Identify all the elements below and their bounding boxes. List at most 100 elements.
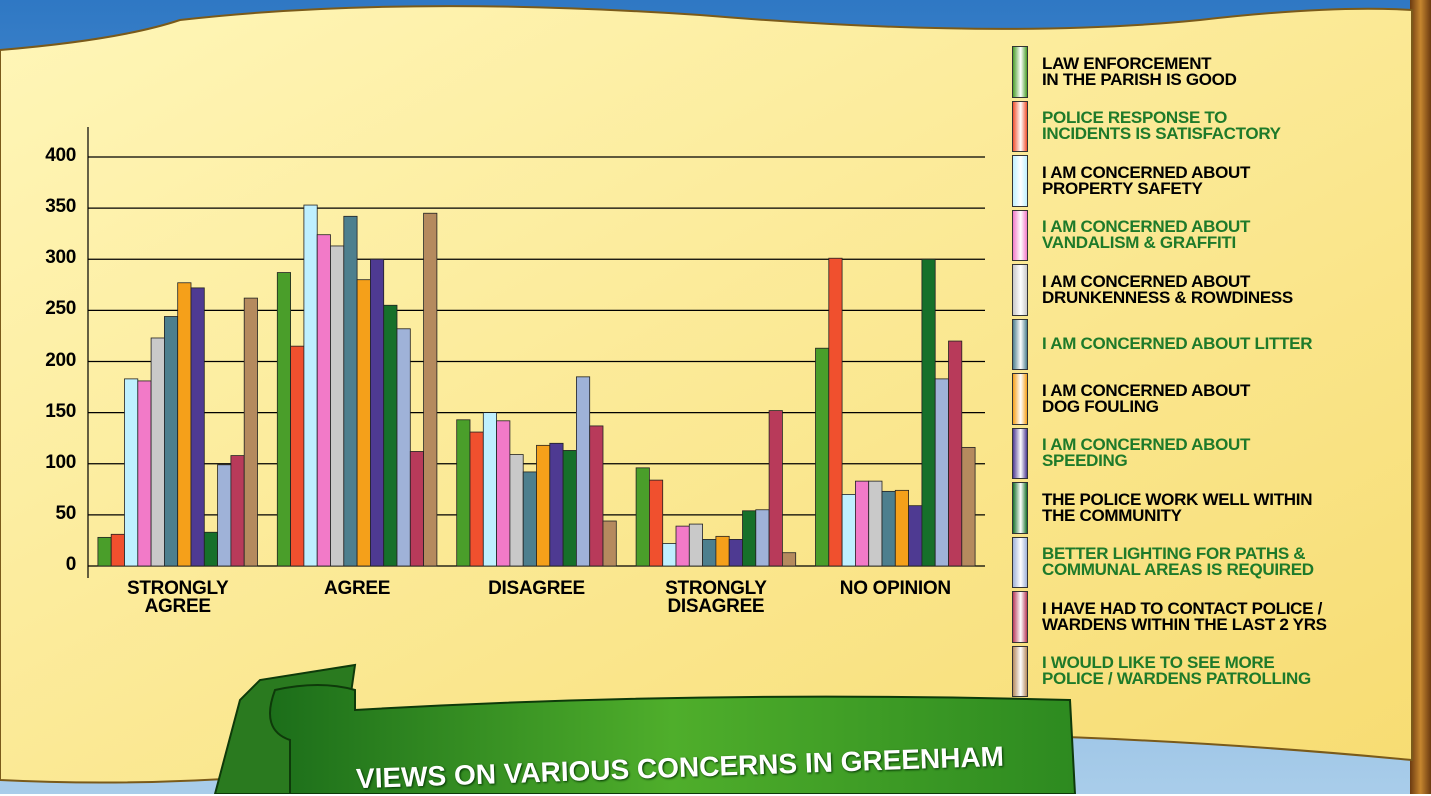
y-tick-label: 250 <box>45 298 76 320</box>
legend-swatch <box>1012 591 1028 643</box>
y-tick-label: 150 <box>45 400 76 422</box>
bar <box>649 479 664 567</box>
bar <box>243 297 258 567</box>
bar <box>496 420 511 567</box>
x-tick-label: NO OPINION <box>839 578 951 599</box>
bar <box>482 412 497 567</box>
legend-label: BETTER LIGHTING FOR PATHS & COMMUNAL ARE… <box>1042 544 1314 580</box>
bar <box>662 543 677 567</box>
legend-label: THE POLICE WORK WELL WITHIN THE COMMUNIT… <box>1042 489 1313 525</box>
bar <box>881 490 896 567</box>
bar <box>934 378 949 567</box>
bar <box>469 431 484 567</box>
bar <box>343 215 358 567</box>
bar <box>163 316 179 567</box>
legend-label: I AM CONCERNED ABOUT DOG FOULING <box>1042 380 1251 416</box>
y-tick-label: 350 <box>45 196 76 218</box>
legend-label: POLICE RESPONSE TO INCIDENTS IS SATISFAC… <box>1042 108 1281 144</box>
bar <box>423 212 438 567</box>
y-tick-label: 100 <box>45 451 76 473</box>
bar <box>190 287 205 567</box>
bar <box>549 442 564 567</box>
bar <box>203 531 219 567</box>
bar <box>230 455 245 567</box>
bar <box>383 304 398 567</box>
bar <box>815 347 830 567</box>
bar <box>150 337 165 567</box>
legend-swatch <box>1012 46 1028 98</box>
bar <box>782 552 797 567</box>
bar <box>828 257 843 567</box>
legend-label: I AM CONCERNED ABOUT SPEEDING <box>1042 435 1251 471</box>
x-tick-label: DISAGREE <box>488 578 585 599</box>
bar <box>868 480 883 567</box>
bar <box>97 536 112 567</box>
legend-label: I AM CONCERNED ABOUT PROPERTY SAFETY <box>1042 162 1251 198</box>
legend-label: I WOULD LIKE TO SEE MORE POLICE / WARDEN… <box>1042 653 1311 689</box>
bar <box>137 380 152 567</box>
bar <box>855 480 870 567</box>
ribbon <box>269 684 1077 794</box>
bar <box>742 510 757 567</box>
legend-label: LAW ENFORCEMENT IN THE PARISH IS GOOD <box>1042 53 1237 89</box>
bar <box>409 451 424 567</box>
bar <box>124 378 139 567</box>
bar <box>330 245 345 567</box>
bar <box>688 523 703 567</box>
legend-swatch <box>1012 482 1028 534</box>
legend-label: I AM CONCERNED ABOUT DRUNKENNESS & ROWDI… <box>1042 271 1293 307</box>
bar <box>536 444 551 567</box>
y-tick-label: 200 <box>45 349 76 371</box>
legend-swatch <box>1012 209 1028 261</box>
legend-swatch <box>1012 427 1028 479</box>
x-tick-label: AGREE <box>324 578 391 599</box>
bar <box>562 450 577 567</box>
bar <box>635 467 650 567</box>
bar <box>303 204 318 567</box>
x-tick-label: STRONGLY DISAGREE <box>665 578 767 617</box>
legend-swatch <box>1012 264 1028 316</box>
legend-label: I HAVE HAD TO CONTACT POLICE / WARDENS W… <box>1042 598 1327 634</box>
legend-swatch <box>1012 318 1028 370</box>
legend-swatch <box>1012 536 1028 588</box>
bar <box>768 410 783 567</box>
bar <box>728 539 743 567</box>
bar <box>894 489 909 567</box>
bar <box>602 520 617 567</box>
bar <box>589 425 604 567</box>
bar <box>217 464 232 567</box>
y-tick-label: 0 <box>65 554 77 575</box>
bar <box>509 454 524 567</box>
bar <box>675 525 690 567</box>
bar <box>522 471 537 567</box>
bar <box>841 494 856 567</box>
legend-label: I AM CONCERNED ABOUT VANDALISM & GRAFFIT… <box>1042 217 1251 253</box>
legend-swatch <box>1012 373 1028 425</box>
bar <box>396 328 411 567</box>
bar <box>576 376 591 567</box>
bar <box>369 258 385 567</box>
bar <box>755 509 770 567</box>
legend-label: I AM CONCERNED ABOUT LITTER <box>1042 334 1313 354</box>
bar <box>908 505 923 567</box>
y-tick-label: 50 <box>55 502 76 524</box>
bar <box>177 282 192 567</box>
y-tick-label: 300 <box>45 247 76 269</box>
bar <box>961 446 976 567</box>
bar <box>921 258 936 567</box>
bar <box>276 272 291 567</box>
bar <box>290 345 305 567</box>
bar <box>356 279 371 567</box>
legend-swatch <box>1012 155 1028 207</box>
bar <box>702 539 717 567</box>
bar <box>316 234 331 567</box>
pole <box>1410 0 1431 794</box>
bar <box>715 535 730 567</box>
bar <box>110 533 125 567</box>
x-tick-label: STRONGLY AGREE <box>126 578 229 617</box>
y-tick-label: 400 <box>45 145 76 166</box>
bar <box>948 340 963 567</box>
legend-swatch <box>1012 100 1028 152</box>
